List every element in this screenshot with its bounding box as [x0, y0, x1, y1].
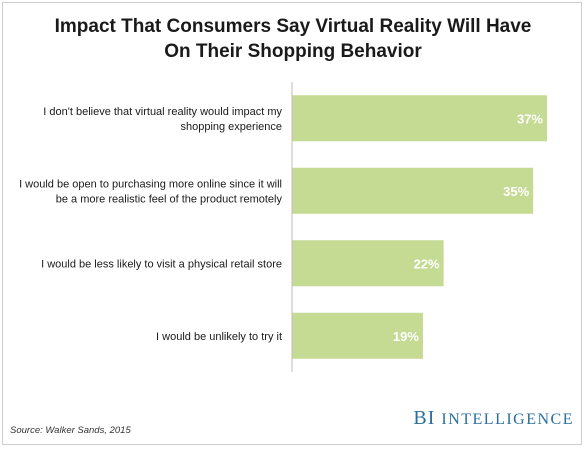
category-label-3-line-1: I would be less likely to visit a physic… — [41, 258, 282, 270]
bar-2 — [292, 167, 534, 214]
bar-3 — [292, 240, 444, 287]
brand-name: INTELLIGENCE — [441, 411, 574, 428]
category-label-4-line-1: I would be unlikely to try it — [156, 331, 282, 343]
bar-1 — [292, 95, 547, 142]
brand-prefix: BI — [413, 407, 436, 429]
bi-intelligence-logo: BI INTELLIGENCE — [413, 407, 574, 430]
chart-title: Impact That Consumers Say Virtual Realit… — [0, 14, 586, 64]
source-note: Source: Walker Sands, 2015 — [10, 425, 131, 436]
category-label-2-line-2: be a more realistic feel of the product … — [56, 193, 283, 205]
bar-value-label-1: 37% — [517, 111, 543, 126]
category-label-2-line-1: I would be open to purchasing more onlin… — [19, 178, 282, 190]
chart-title-line-1: Impact That Consumers Say Virtual Realit… — [54, 16, 532, 37]
bar-value-label-3: 22% — [414, 256, 440, 271]
bar-value-label-2: 35% — [503, 184, 529, 199]
category-label-1-line-1: I don't believe that virtual reality wou… — [43, 106, 282, 118]
bar-value-label-4: 19% — [393, 329, 419, 344]
chart-title-line-2: On Their Shopping Behavior — [164, 41, 422, 62]
category-label-1-line-2: shopping experience — [180, 121, 282, 133]
bar-4 — [292, 312, 423, 359]
